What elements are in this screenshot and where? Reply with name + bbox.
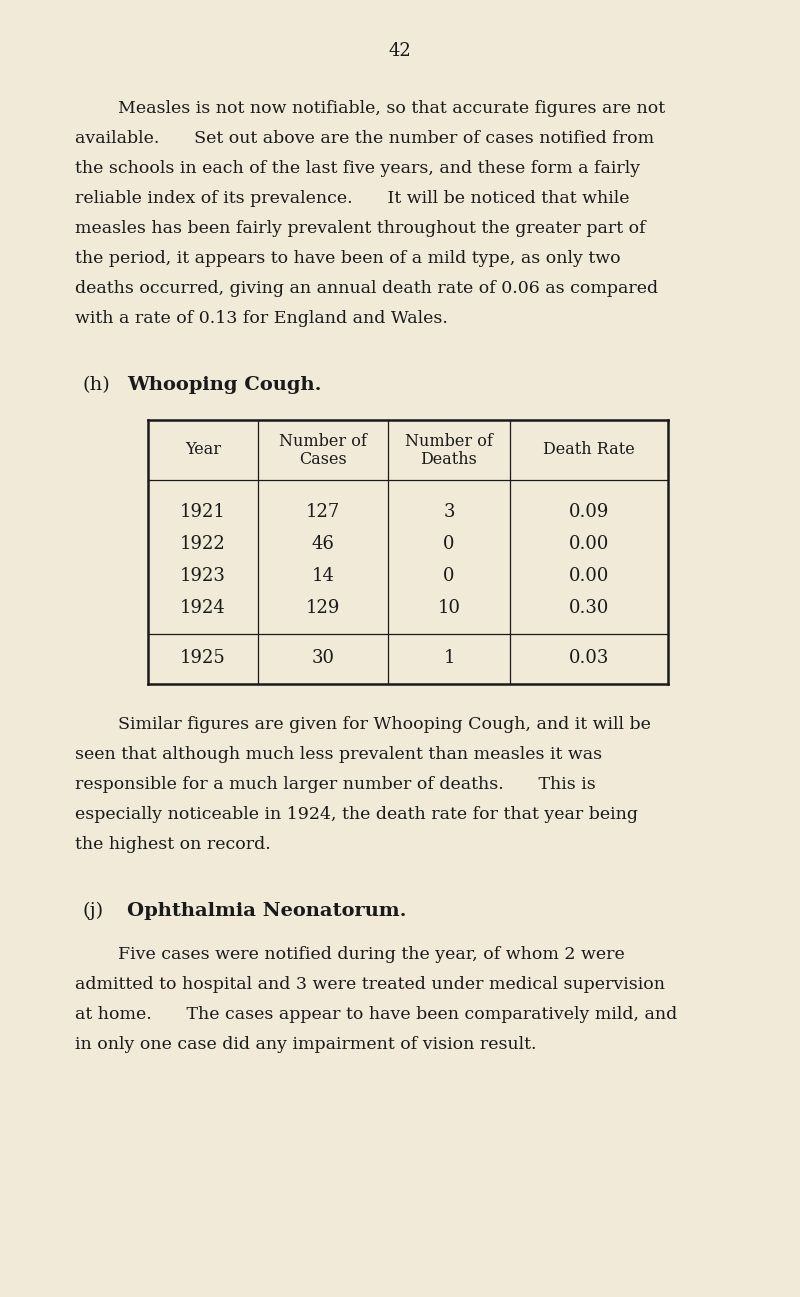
Text: 1923: 1923	[180, 567, 226, 585]
Text: 1924: 1924	[180, 599, 226, 617]
Text: (j): (j)	[83, 901, 104, 921]
Text: 1921: 1921	[180, 503, 226, 521]
Text: 1925: 1925	[180, 648, 226, 667]
Text: 3: 3	[443, 503, 454, 521]
Text: Deaths: Deaths	[421, 451, 478, 468]
Text: 127: 127	[306, 503, 340, 521]
Text: Similar figures are given for Whooping Cough, and it will be: Similar figures are given for Whooping C…	[118, 716, 651, 733]
Text: measles has been fairly prevalent throughout the greater part of: measles has been fairly prevalent throug…	[75, 220, 646, 237]
Text: Number of: Number of	[279, 432, 367, 450]
Text: 0.00: 0.00	[569, 534, 609, 553]
Text: 0.03: 0.03	[569, 648, 609, 667]
Text: admitted to hospital and 3 were treated under medical supervision: admitted to hospital and 3 were treated …	[75, 977, 665, 994]
Text: at home.  The cases appear to have been comparatively mild, and: at home. The cases appear to have been c…	[75, 1006, 678, 1023]
Text: the highest on record.: the highest on record.	[75, 837, 270, 853]
Text: Cases: Cases	[299, 451, 347, 468]
Text: 14: 14	[311, 567, 334, 585]
Text: 46: 46	[311, 534, 334, 553]
Text: 0.00: 0.00	[569, 567, 609, 585]
Text: the period, it appears to have been of a mild type, as only two: the period, it appears to have been of a…	[75, 250, 621, 267]
Text: especially noticeable in 1924, the death rate for that year being: especially noticeable in 1924, the death…	[75, 805, 638, 824]
Text: the schools in each of the last five years, and these form a fairly: the schools in each of the last five yea…	[75, 160, 640, 176]
Text: Measles is not now notifiable, so that accurate figures are not: Measles is not now notifiable, so that a…	[118, 100, 665, 117]
Text: Ophthalmia Neonatorum.: Ophthalmia Neonatorum.	[127, 901, 406, 920]
Text: in only one case did any impairment of vision result.: in only one case did any impairment of v…	[75, 1036, 537, 1053]
Text: 1922: 1922	[180, 534, 226, 553]
Text: available.  Set out above are the number of cases notified from: available. Set out above are the number …	[75, 130, 654, 147]
Text: 10: 10	[438, 599, 461, 617]
Text: responsible for a much larger number of deaths.  This is: responsible for a much larger number of …	[75, 776, 596, 792]
Text: seen that although much less prevalent than measles it was: seen that although much less prevalent t…	[75, 746, 602, 763]
Text: (h): (h)	[83, 376, 110, 394]
Text: with a rate of 0.13 for England and Wales.: with a rate of 0.13 for England and Wale…	[75, 310, 448, 327]
Text: 42: 42	[389, 42, 411, 60]
Text: 0.09: 0.09	[569, 503, 609, 521]
Text: 1: 1	[443, 648, 454, 667]
Text: 0: 0	[443, 567, 454, 585]
Text: 0.30: 0.30	[569, 599, 609, 617]
Text: reliable index of its prevalence.  It will be noticed that while: reliable index of its prevalence. It wil…	[75, 189, 630, 208]
Text: 30: 30	[311, 648, 334, 667]
Text: deaths occurred, giving an annual death rate of 0.06 as compared: deaths occurred, giving an annual death …	[75, 280, 658, 297]
Text: 0: 0	[443, 534, 454, 553]
Text: Five cases were notified during the year, of whom 2 were: Five cases were notified during the year…	[118, 946, 625, 962]
Text: Whooping Cough.: Whooping Cough.	[127, 376, 322, 394]
Text: Death Rate: Death Rate	[543, 441, 635, 459]
Text: 129: 129	[306, 599, 340, 617]
Text: Year: Year	[185, 441, 221, 459]
Text: Number of: Number of	[405, 432, 493, 450]
